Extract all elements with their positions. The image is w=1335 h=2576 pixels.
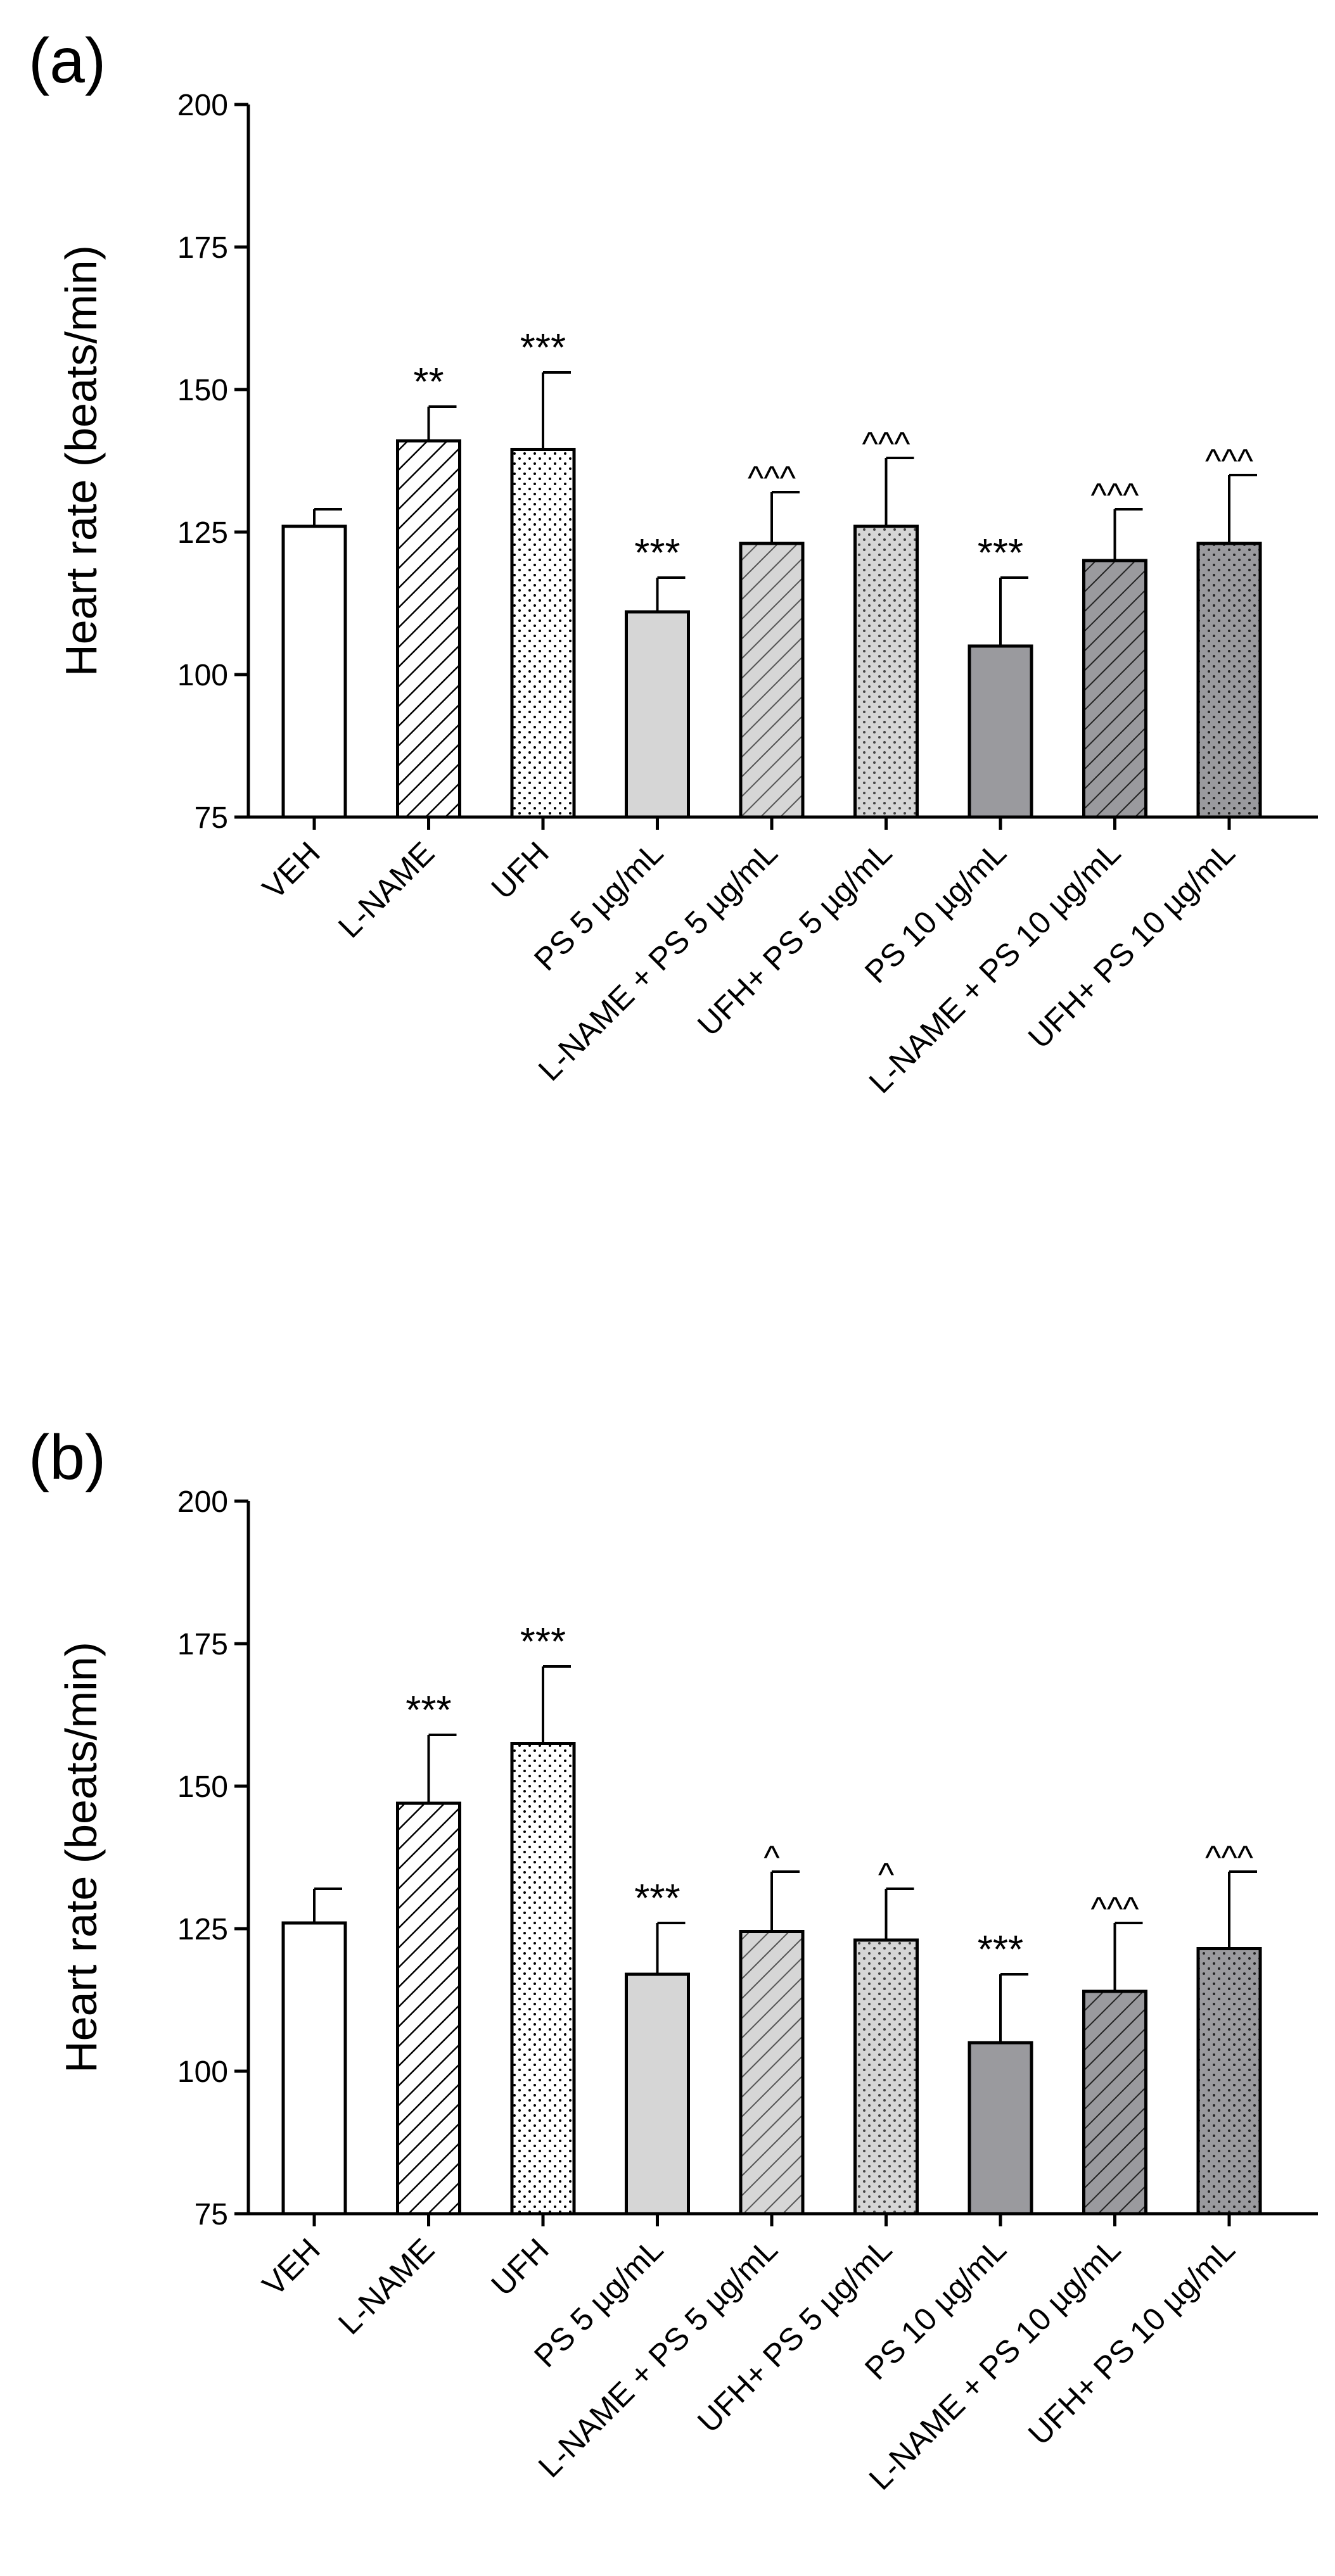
y-tick-label: 200 (177, 89, 228, 122)
y-tick-label: 125 (177, 1913, 228, 1946)
category-label-0: VEH (255, 835, 326, 906)
significance-label-4: ^ (763, 1839, 780, 1877)
y-axis-title: Heart rate (beats/min) (56, 245, 106, 676)
bar-1 (396, 439, 461, 819)
panel-label: (b) (29, 1422, 106, 1493)
significance-label-3: *** (634, 1877, 680, 1920)
bar-8 (1196, 542, 1262, 819)
category-label-5: UFH+ PS 5 µg/mL (691, 835, 898, 1043)
y-tick-label: 150 (177, 1770, 228, 1804)
category-label-1: L-NAME (331, 835, 441, 944)
y-tick-label: 150 (177, 374, 228, 407)
chart-panel-b: (b) Heart rate (beats/min) 75 100 125 150 175 2… (29, 1422, 1318, 2497)
bar-4 (739, 1930, 805, 2216)
category-label-2: UFH (485, 2231, 556, 2302)
y-tick-label: 75 (195, 801, 228, 835)
bar-7 (1082, 1989, 1147, 2216)
significance-label-1: ** (413, 360, 444, 404)
category-label-1: L-NAME (331, 2231, 441, 2341)
significance-label-4: ^^^ (748, 459, 796, 497)
significance-label-6: *** (978, 531, 1023, 575)
significance-label-8: ^^^ (1205, 442, 1254, 480)
bar-2 (510, 448, 576, 819)
category-label-8: UFH+ PS 10 µg/mL (1021, 835, 1242, 1055)
significance-label-2: *** (520, 326, 566, 370)
y-tick-label: 75 (195, 2198, 228, 2231)
significance-label-6: *** (978, 1928, 1023, 1972)
category-label-8: UFH+ PS 10 µg/mL (1021, 2231, 1242, 2452)
y-tick-label: 175 (177, 1628, 228, 1661)
bar-7 (1082, 559, 1147, 819)
significance-label-3: *** (634, 531, 680, 575)
bar-6 (968, 644, 1033, 819)
bar-0 (281, 524, 347, 819)
bar-8 (1196, 1947, 1262, 2216)
bar-6 (968, 2041, 1033, 2216)
significance-label-7: ^^^ (1090, 1890, 1139, 1928)
significance-label-7: ^^^ (1090, 476, 1139, 514)
y-axis-title: Heart rate (beats/min) (56, 1642, 106, 2073)
significance-label-5: ^ (878, 1856, 895, 1894)
significance-label-5: ^^^ (862, 425, 910, 463)
y-tick-label: 100 (177, 2055, 228, 2089)
bar-3 (625, 1972, 690, 2216)
y-tick-label: 125 (177, 516, 228, 550)
bar-2 (510, 1742, 576, 2216)
significance-label-2: *** (520, 1620, 566, 1664)
chart-panel-a: (a) Heart rate (beats/min) 75 100 125 150 175 2… (29, 25, 1318, 1100)
y-tick-label: 100 (177, 659, 228, 692)
bar-0 (281, 1921, 347, 2216)
category-label-2: UFH (485, 835, 556, 906)
y-tick-label: 200 (177, 1485, 228, 1519)
category-label-5: UFH+ PS 5 µg/mL (691, 2231, 898, 2439)
bar-1 (396, 1801, 461, 2216)
category-label-0: VEH (255, 2231, 326, 2302)
significance-label-1: *** (406, 1689, 451, 1732)
y-tick-label: 175 (177, 231, 228, 265)
panel-label: (a) (29, 25, 106, 96)
bar-3 (625, 610, 690, 819)
bar-4 (739, 542, 805, 819)
bar-5 (853, 524, 919, 819)
bar-5 (853, 1938, 919, 2216)
significance-label-8: ^^^ (1205, 1839, 1254, 1877)
